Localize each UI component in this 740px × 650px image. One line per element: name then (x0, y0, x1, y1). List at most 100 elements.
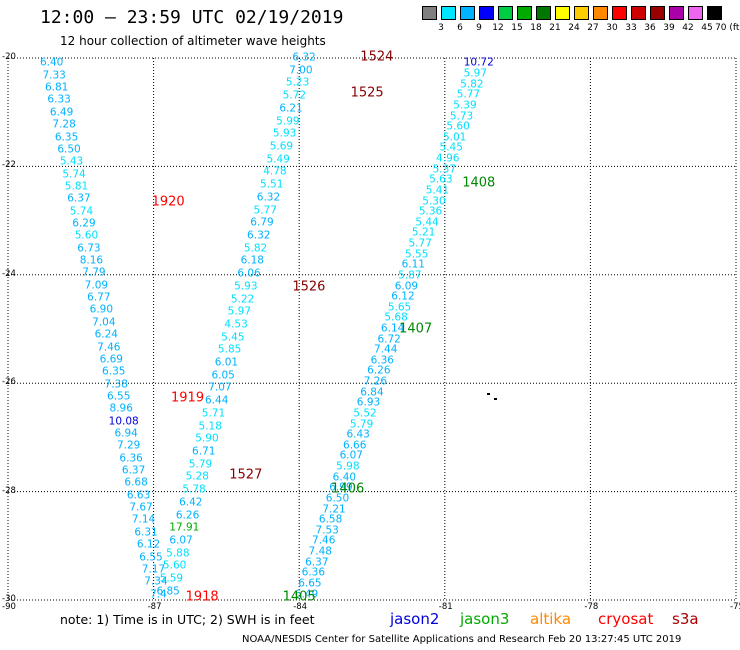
wave-height-value: 5.87 (398, 269, 422, 282)
wave-height-value: 7.44 (374, 343, 398, 356)
wave-height-value: 6.68 (124, 476, 148, 489)
legend-label: 9 (476, 23, 482, 33)
wave-height-value: 7.00 (289, 64, 313, 77)
wave-height-value: 10.08 (108, 415, 139, 428)
pass-label: 1526 (292, 279, 326, 295)
wave-height-value: 6.43 (346, 428, 370, 441)
wave-height-value: 7.34 (144, 575, 168, 588)
legend-swatch (688, 6, 703, 20)
wave-height-value: 5.52 (353, 407, 377, 420)
wave-height-value: 6.32 (292, 51, 316, 64)
wave-height-value: 5.74 (69, 205, 94, 218)
legend-label: 24 (568, 23, 580, 33)
wave-height-value: 7.67 (129, 501, 153, 514)
wave-height-value: 5.97 (463, 67, 488, 80)
wave-height-value: 6.55 (139, 551, 163, 564)
credit-text: NOAA/NESDIS Center for Satellite Applica… (242, 634, 682, 645)
wave-height-value: 6.11 (401, 258, 425, 271)
wave-height-value: 7.28 (52, 118, 76, 131)
wave-height-value: 6.85 (156, 585, 180, 598)
wave-height-value: 6.79 (250, 216, 274, 229)
wave-height-value: 5.93 (272, 127, 297, 140)
wave-height-value: 5.98 (336, 460, 360, 473)
wave-height-value: 7.07 (208, 381, 232, 394)
lat-tick-label: -26 (2, 377, 16, 388)
wave-height-value: 6.40 (332, 471, 357, 484)
wave-height-value: 7.46 (97, 341, 121, 354)
lon-tick-label: -75 (730, 602, 740, 612)
legend-label: 27 (587, 23, 599, 33)
legend-label: 15 (511, 23, 523, 33)
data-point (494, 398, 497, 400)
wave-height-value: 6.77 (87, 291, 111, 304)
wave-height-value: 6.50 (325, 492, 350, 505)
wave-height-value: 5.60 (162, 559, 187, 572)
legend-swatch (422, 6, 437, 20)
legend-label: 39 (663, 23, 675, 33)
wave-height-value: 6.99 (329, 481, 353, 494)
wave-height-value: 5.88 (166, 547, 190, 560)
wave-height-value: 7.33 (42, 69, 66, 82)
pass-label: 1524 (360, 49, 394, 65)
wave-height-value: 5.44 (415, 216, 439, 229)
wave-height-value: 5.79 (188, 458, 213, 471)
wave-height-value: 5.69 (269, 140, 294, 153)
wave-height-value: 6.40 (39, 56, 64, 69)
wave-height-value: 5.77 (408, 237, 432, 250)
wave-height-value: 7.4 (150, 588, 167, 601)
note-text: note: 1) Time is in UTC; 2) SWH is in fe… (60, 612, 315, 627)
pass-label: 1405 (282, 589, 316, 605)
wave-height-value: 5.60 (446, 120, 470, 133)
lat-tick-label: -30 (2, 594, 16, 604)
wave-height-value: 6.33 (47, 93, 71, 106)
wave-height-value: 5.37 (432, 163, 457, 176)
pass-label: 1408 (462, 175, 496, 191)
wave-height-value: 5.63 (429, 173, 453, 186)
legend-swatch (479, 6, 494, 20)
wave-height-value: 5.59 (159, 572, 184, 585)
wave-height-value: 5.97 (227, 305, 252, 318)
wave-height-value: 6.35 (54, 131, 79, 144)
wave-height-value: 7.29 (116, 439, 141, 452)
legend-label: 45 (701, 23, 713, 33)
wave-height-value: 6.26 (175, 509, 200, 522)
wave-height-value: 5.99 (276, 115, 300, 128)
wave-height-value: 7.04 (92, 316, 116, 329)
wave-height-value: 7.09 (84, 279, 109, 292)
lon-tick-label: -87 (147, 602, 162, 612)
wave-height-value: 7.48 (308, 545, 332, 558)
wave-height-value: 6.69 (99, 353, 123, 366)
wave-height-value: 6.58 (318, 513, 343, 526)
pass-label: 1406 (331, 481, 365, 497)
wave-height-value: 4.53 (224, 318, 248, 331)
wave-height-value: 4.78 (263, 165, 287, 178)
lon-tick-label: -81 (438, 602, 453, 612)
legend-swatch (650, 6, 665, 20)
wave-height-value: 4.96 (436, 152, 460, 165)
wave-height-value: 5.71 (201, 407, 226, 420)
wave-height-value: 5.28 (185, 470, 209, 483)
wave-height-value: 6.06 (237, 267, 261, 280)
legend-label: 3 (438, 23, 444, 33)
wave-height-value: 6.26 (367, 364, 391, 377)
wave-height-value: 5.43 (59, 155, 84, 168)
wave-height-value: 5.79 (349, 418, 374, 431)
legend-label: 33 (625, 23, 637, 33)
wave-height-value: 5.22 (230, 293, 255, 305)
wave-height-value: 6.18 (240, 254, 264, 267)
wave-height-value: 6.90 (89, 303, 114, 316)
wave-height-value: 5.30 (422, 195, 446, 208)
legend-label: 36 (644, 23, 656, 33)
satellite-label: jason2 (390, 610, 440, 628)
wave-height-value: 5.21 (411, 226, 436, 239)
wave-height-value: 6.49 (294, 588, 319, 601)
legend-swatch (460, 6, 475, 20)
legend-label: 6 (457, 23, 463, 33)
legend-swatch (555, 6, 570, 20)
satellite-label: s3a (672, 610, 699, 628)
wave-height-value: 5.41 (425, 184, 450, 197)
wave-height-value: 6.73 (77, 242, 101, 255)
wave-height-value: 6.36 (370, 354, 394, 367)
wave-height-value: 5.68 (384, 311, 408, 324)
wave-height-value: 7.46 (312, 534, 336, 547)
